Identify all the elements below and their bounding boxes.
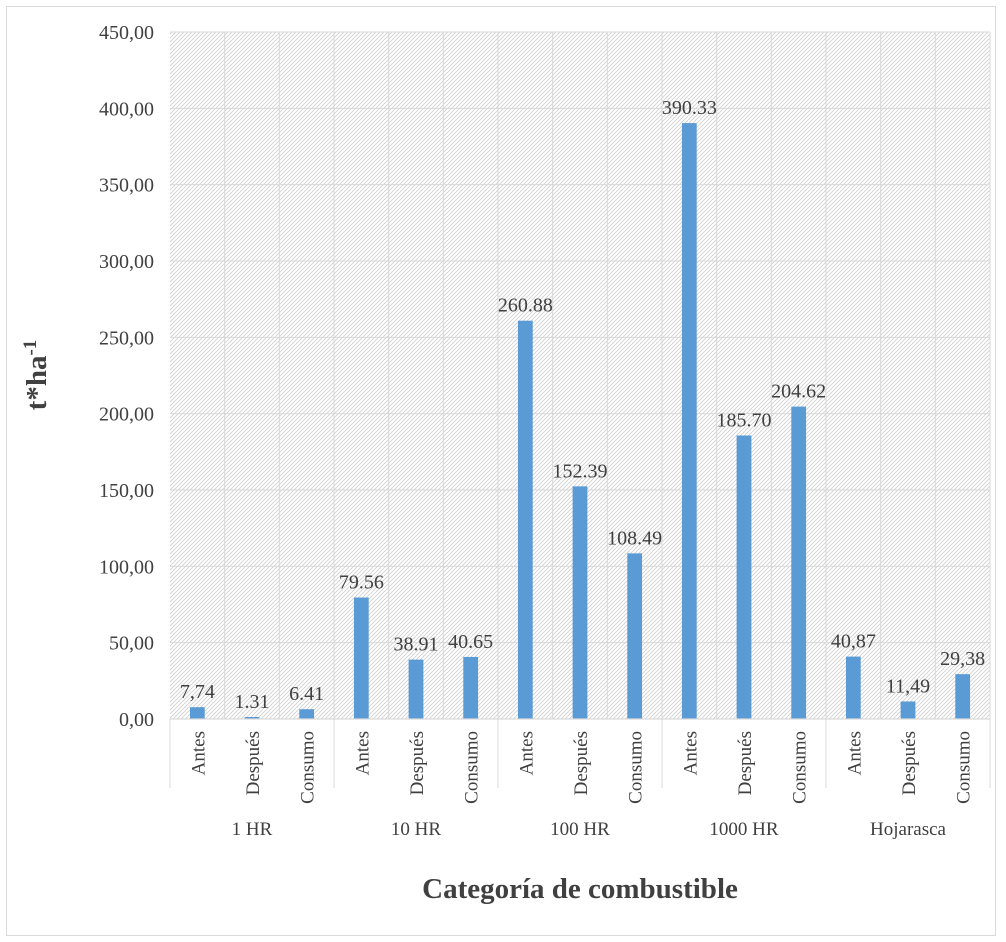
data-label: 185.70 (717, 409, 772, 431)
bar (189, 707, 205, 719)
data-label: 152.39 (553, 460, 608, 482)
x-tick-label: Antes (352, 731, 373, 775)
bar (463, 656, 479, 719)
data-label: 7,74 (180, 681, 215, 703)
bar (955, 674, 971, 719)
x-tick-label: Antes (844, 731, 865, 775)
bar (353, 597, 369, 719)
x-tick-label: Después (571, 731, 592, 795)
x-group-label: 10 HR (391, 819, 441, 840)
data-label: 40,87 (831, 631, 876, 653)
y-tick-label: 150,00 (99, 480, 154, 502)
x-tick-label: Consumo (626, 731, 647, 804)
x-tick-label: Antes (516, 731, 537, 775)
x-tick-label: Antes (680, 731, 701, 775)
data-label: 390.33 (662, 97, 717, 119)
y-tick-label: 350,00 (99, 175, 154, 197)
x-group-label: Hojarasca (870, 819, 947, 840)
y-tick-label: 300,00 (99, 251, 154, 273)
bars (189, 123, 971, 720)
y-tick-label: 0,00 (119, 709, 154, 731)
data-label: 11,49 (886, 675, 930, 697)
y-tick-label: 200,00 (99, 404, 154, 426)
x-tick-label: Después (243, 731, 264, 795)
y-tick-label: 100,00 (99, 556, 154, 578)
x-tick-label: Consumo (790, 731, 811, 804)
data-label: 1.31 (235, 691, 270, 713)
bar (845, 656, 861, 719)
data-label: 6.41 (289, 683, 324, 705)
x-axis-title: Categoría de combustible (422, 873, 738, 905)
data-label: 260.88 (498, 295, 553, 317)
x-tick-label: Consumo (462, 731, 483, 804)
y-tick-label: 50,00 (109, 633, 154, 655)
data-label: 29,38 (940, 648, 985, 670)
y-tick-label: 450,00 (99, 22, 154, 44)
bar (791, 406, 807, 719)
y-axis-title: t*ha-1 (20, 340, 54, 411)
x-tick-label: Después (407, 731, 428, 795)
x-tick-label: Después (735, 731, 756, 795)
x-tick-label: Antes (188, 731, 209, 775)
x-tick-label: Después (899, 731, 920, 795)
y-tick-label: 400,00 (99, 98, 154, 120)
x-tick-label: Consumo (298, 731, 319, 804)
bar (681, 123, 697, 720)
bar (244, 717, 260, 719)
data-label: 79.56 (339, 572, 384, 594)
bar (736, 435, 752, 719)
bar (627, 553, 643, 719)
x-group-label: 100 HR (550, 819, 610, 840)
data-label: 38.91 (394, 634, 439, 656)
x-tick-label: Consumo (954, 731, 975, 804)
y-tick-label: 250,00 (99, 327, 154, 349)
x-group-label: 1 HR (232, 819, 273, 840)
x-group-label: 1000 HR (709, 819, 778, 840)
bar (408, 659, 424, 719)
bar (900, 701, 916, 719)
data-label: 204.62 (771, 381, 826, 403)
y-axis-title-superscript: -1 (20, 340, 41, 356)
grid-lines (170, 31, 991, 719)
bar (517, 320, 533, 719)
data-label: 108.49 (607, 527, 662, 549)
bar (572, 486, 588, 719)
axes: 0,00 50,00 100,00 150,00 200,00 250,00 300,00 3… (99, 22, 991, 840)
bar (299, 709, 315, 719)
data-labels: 7,74 1.31 6.41 79.56 38.91 40.65 260.88 152.39 1… (180, 97, 985, 713)
data-label: 40.65 (448, 631, 493, 653)
y-axis-title-text: t*ha (21, 355, 53, 410)
